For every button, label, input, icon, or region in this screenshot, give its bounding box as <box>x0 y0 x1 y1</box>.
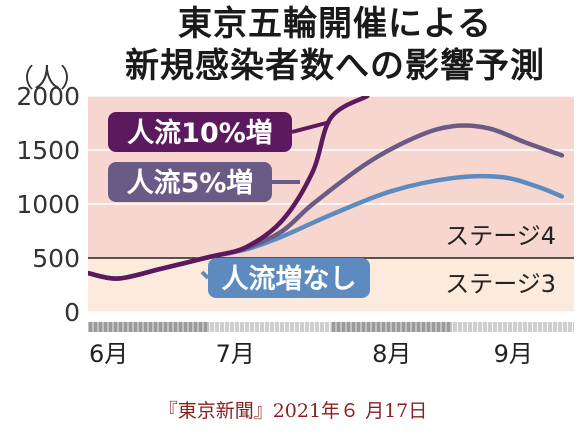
series-label-box-0 <box>108 112 292 152</box>
x-tick-0: 6月 <box>89 340 128 368</box>
y-axis-unit: （人） <box>8 64 87 94</box>
y-tick-labels: 0 500 1000 1500 2000 <box>16 82 80 327</box>
stage4-label: ステージ4 <box>445 222 556 250</box>
month-band-0 <box>88 322 210 332</box>
gridlines <box>88 95 574 313</box>
series-label-0: 人流10%増 <box>127 117 273 149</box>
y-tick-2000: 2000 <box>16 82 80 111</box>
series-line-0 <box>88 96 370 281</box>
series-label-1: 人流5%増 <box>127 167 254 199</box>
y-tick-500: 500 <box>32 244 80 273</box>
series-label-box-2 <box>208 258 370 298</box>
source-citation: 『東京新聞』2021年６ 月17日 <box>158 400 428 422</box>
month-timeline <box>87 322 574 332</box>
stage3-label: ステージ3 <box>445 270 556 298</box>
series-label-leader-2 <box>200 270 210 280</box>
x-tick-3: 9月 <box>494 340 533 368</box>
y-tick-1000: 1000 <box>16 190 80 219</box>
x-tick-labels: 6月 7月 8月 9月 <box>89 340 533 368</box>
series-lines <box>88 96 565 281</box>
series-label-box-1 <box>108 162 272 202</box>
series-label-2: 人流増なし <box>222 263 357 295</box>
x-tick-2: 8月 <box>372 340 411 368</box>
month-band-2 <box>331 322 453 332</box>
y-tick-0: 0 <box>64 298 80 327</box>
chart-title-line2: 新規感染者数への影響予測 <box>125 46 545 86</box>
x-tick-1: 7月 <box>216 340 255 368</box>
month-band-1 <box>209 322 331 332</box>
series-label-leader-0 <box>291 120 331 134</box>
month-band-3 <box>452 322 574 332</box>
y-tick-1500: 1500 <box>16 136 80 165</box>
chart-title-line1: 東京五輪開催による <box>178 4 492 44</box>
